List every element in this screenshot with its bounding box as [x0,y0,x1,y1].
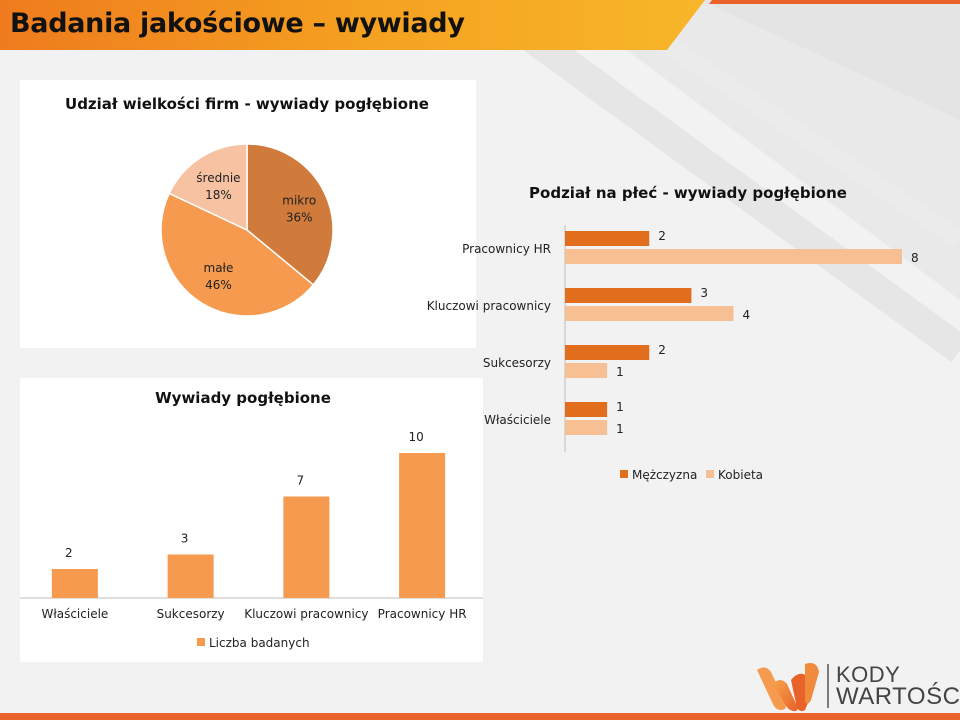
interviews-bar-chart: Wywiady pogłębione 2 Właściciele 3 Sukcesor… [20,389,483,650]
pie-chart-panel: Udział wielkości firm - wywiady pogłębio… [20,80,476,348]
interviews-category-kluczowi-pracownicy: Kluczowi pracownicy [244,607,368,621]
interviews-bar-sukcesorzy [167,554,214,598]
pie-label-srednie: średnie [196,171,240,185]
interviews-chart-panel: Wywiady pogłębione 2 Właściciele 3 Sukcesor… [20,378,483,662]
logo-text-line1: KODY [836,662,901,687]
interviews-category-sukcesorzy: Sukcesorzy [157,607,225,621]
interviews-value-pracownicy-hr: 10 [408,430,423,444]
interviews-bar-wlasciciele [51,569,98,598]
interviews-category-wlasciciele: Właściciele [41,607,108,621]
interviews-category-pracownicy-hr: Pracownicy HR [378,607,467,621]
interviews-bar-pracownicy-hr [399,453,446,598]
interviews-legend-liczba-badanych: Liczba badanych [209,636,310,650]
pie-value-srednie: 18% [205,188,232,202]
interviews-value-kluczowi-pracownicy: 7 [297,474,305,488]
pie-slice-male [160,192,315,317]
interviews-value-wlasciciele: 2 [65,546,73,560]
pie-slice-srednie [168,143,248,232]
pie-value-mikro: 36% [286,210,313,224]
logo-text-line2: WARTOŚCI [836,683,960,710]
header-band [0,0,960,50]
pie-slice-mikro [246,143,334,286]
pie-label-mikro: mikro [282,193,316,207]
pie-chart-title: Udział wielkości firm - wywiady pogłębio… [65,95,429,113]
interviews-legend-swatch [197,638,205,646]
interviews-bar-kluczowi-pracownicy [283,496,330,598]
bottom-accent-bar [0,713,960,720]
pie-value-male: 46% [205,278,232,292]
pie-chart: Udział wielkości firm - wywiady pogłębio… [65,95,429,317]
kody-wartosci-logo [757,663,829,712]
pie-label-male: małe [204,261,234,275]
interviews-value-sukcesorzy: 3 [181,532,189,546]
slide-title: Badania jakościowe – wywiady [10,8,465,39]
interviews-chart-title: Wywiady pogłębione [155,389,331,407]
